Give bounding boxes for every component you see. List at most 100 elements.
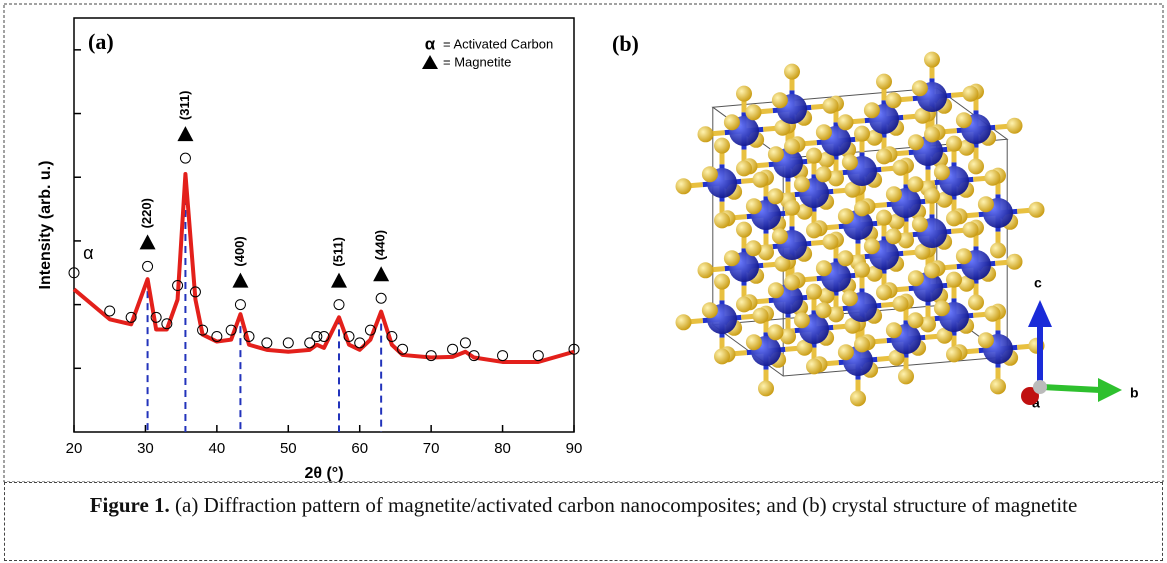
oxygen-atom (794, 312, 810, 328)
oxygen-atom (702, 302, 718, 318)
oxygen-atom (714, 212, 730, 228)
oxygen-atom (746, 240, 762, 256)
oxygen-atom (758, 380, 774, 396)
oxygen-atom (838, 114, 854, 130)
oxygen-atom (854, 200, 870, 216)
panel-label: (b) (612, 31, 639, 56)
oxygen-atom (924, 262, 940, 278)
axis-arrow-c-head (1028, 300, 1052, 327)
oxygen-atom (963, 86, 979, 102)
oxygen-atom (676, 314, 692, 330)
peak-label: (400) (232, 236, 247, 266)
oxygen-atom (886, 228, 902, 244)
oxygen-atom (746, 198, 762, 214)
oxygen-atom (912, 80, 928, 96)
oxygen-atom (698, 262, 714, 278)
crystal-structure (676, 52, 1045, 407)
oxygen-atom (768, 282, 784, 298)
oxygen-atom (714, 274, 730, 290)
oxygen-atom (784, 138, 800, 154)
oxygen-atom (676, 178, 692, 194)
oxygen-atom (924, 188, 940, 204)
data-point (533, 351, 543, 361)
peak-marker (140, 234, 156, 249)
oxygen-atom (772, 92, 788, 108)
data-point (143, 261, 153, 271)
oxygen-atom (908, 176, 924, 192)
data-point (498, 351, 508, 361)
oxygen-atom (946, 346, 962, 362)
axis-c-label: c (1034, 275, 1042, 291)
data-point (355, 338, 365, 348)
alpha-note: α (83, 243, 93, 263)
legend-label: = Magnetite (443, 54, 511, 69)
oxygen-atom (924, 126, 940, 142)
oxygen-atom (1029, 202, 1045, 218)
peak-marker (331, 273, 347, 288)
oxygen-atom (806, 358, 822, 374)
oxygen-atom (876, 210, 892, 226)
oxygen-atom (806, 222, 822, 238)
x-tick-label: 30 (137, 440, 154, 457)
oxygen-atom (854, 262, 870, 278)
oxygen-atom (714, 138, 730, 154)
oxygen-atom (893, 160, 909, 176)
peak-label: (440) (373, 230, 388, 260)
data-point (376, 293, 386, 303)
oxygen-atom (956, 112, 972, 128)
oxygen-atom (956, 248, 972, 264)
x-tick-label: 80 (494, 440, 511, 457)
oxygen-atom (823, 234, 839, 250)
oxygen-atom (698, 126, 714, 142)
oxygen-atom (876, 284, 892, 300)
x-tick-label: 90 (566, 440, 583, 457)
peak-marker (177, 126, 193, 141)
oxygen-atom (702, 166, 718, 182)
peak-marker (373, 266, 389, 281)
oxygen-atom (736, 296, 752, 312)
oxygen-atom (990, 378, 1006, 394)
oxygen-atom (838, 250, 854, 266)
oxygen-atom (850, 390, 866, 406)
legend-symbol (422, 55, 438, 69)
oxygen-atom (746, 334, 762, 350)
oxygen-atom (886, 92, 902, 108)
oxygen-atom (898, 368, 914, 384)
oxygen-atom (864, 238, 880, 254)
oxygen-atom (838, 344, 854, 360)
panel-label: (a) (88, 29, 114, 54)
oxygen-atom (736, 86, 752, 102)
data-point (334, 300, 344, 310)
data-point (283, 338, 293, 348)
oxygen-atom (784, 274, 800, 290)
oxygen-atom (978, 196, 994, 212)
oxygen-atom (912, 216, 928, 232)
oxygen-atom (1007, 118, 1023, 134)
oxygen-atom (946, 136, 962, 152)
peak-label: (511) (330, 237, 345, 267)
oxygen-atom (990, 242, 1006, 258)
oxygen-atom (842, 154, 858, 170)
oxygen-atom (724, 114, 740, 130)
y-axis-label: Intensity (arb. u.) (37, 161, 54, 290)
oxygen-atom (816, 124, 832, 140)
x-tick-label: 40 (209, 440, 226, 457)
data-point (460, 338, 470, 348)
page: {"chart_data": {"type": "line", "panel_l… (0, 0, 1167, 563)
peak-marker (232, 273, 248, 288)
caption-text: (a) Diffraction pattern of magnetite/act… (175, 493, 1077, 517)
oxygen-atom (854, 126, 870, 142)
oxygen-atom (886, 186, 902, 202)
data-point (105, 306, 115, 316)
oxygen-atom (924, 52, 940, 68)
axis-arrow-b (1042, 387, 1100, 390)
oxygen-atom (816, 302, 832, 318)
axis-b-label: b (1130, 385, 1139, 401)
oxygen-atom (864, 102, 880, 118)
oxygen-atom (886, 322, 902, 338)
figure-border (4, 4, 1163, 482)
oxygen-atom (816, 166, 832, 182)
x-tick-label: 60 (351, 440, 368, 457)
oxygen-atom (753, 172, 769, 188)
